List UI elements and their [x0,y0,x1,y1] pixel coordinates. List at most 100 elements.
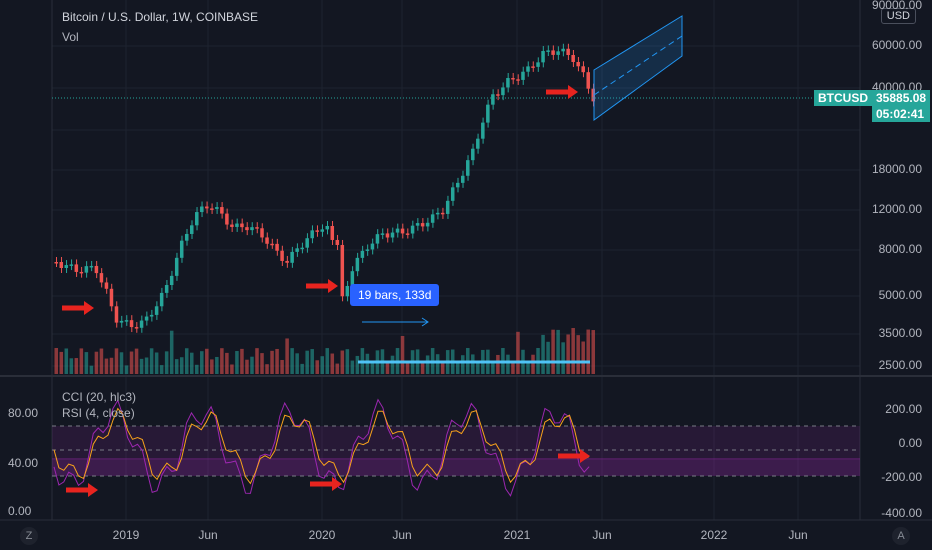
volume-legend[interactable]: Vol [62,30,79,44]
volume-bar [391,356,395,374]
volume-bar [526,362,530,374]
volume-bar [546,342,550,374]
volume-bar [406,363,410,374]
date-range-measure-label[interactable]: 19 bars, 133d [350,284,439,306]
volume-bar [225,353,229,374]
volume-bar [255,348,259,374]
price-tick: 12000.00 [872,202,922,216]
candle-body [561,49,565,52]
candle-body [436,213,440,215]
candle-body [135,327,139,329]
volume-bar [60,352,64,374]
volume-bar [471,354,475,374]
last-price-badge: 35885.08 [872,90,930,106]
candle-body [401,229,405,234]
volume-bar [326,348,330,374]
candle-body [110,289,114,307]
candle-body [145,317,149,321]
volume-bar [185,348,189,374]
candle-body [55,262,59,264]
volume-bar [426,355,430,374]
volume-bar [351,361,355,374]
volume-bar [591,330,595,374]
price-tick: 5000.00 [879,288,922,302]
candle-body [326,226,330,229]
volume-bar [491,362,495,374]
candle-body [416,223,420,226]
candle-body [476,139,480,149]
candle-body [511,78,515,80]
volume-bar [70,358,74,374]
volume-bar [65,348,69,374]
annotation-arrow-head [568,85,578,99]
candle-body [406,233,410,235]
time-tick: Jun [392,528,411,542]
annotation-arrow-head [84,301,94,315]
volume-bar [576,335,580,374]
volume-bar [581,342,585,374]
volume-bar [235,351,239,374]
volume-bar [366,354,370,374]
candle-body [60,262,64,268]
volume-bar [305,351,309,374]
candle-body [496,94,500,96]
volume-bar [461,355,465,374]
candle-body [300,248,304,250]
candle-body [280,251,284,261]
volume-bar [55,348,59,374]
price-tick: 90000.00 [872,0,922,12]
price-tick: 2500.00 [879,358,922,372]
volume-bar [75,358,79,374]
volume-bar [215,357,219,374]
auto-scale-right-button[interactable]: A [892,527,910,545]
cci-legend[interactable]: CCI (20, hlc3) [62,390,136,404]
candle-body [586,72,590,89]
candle-body [185,234,189,241]
candle-body [531,66,535,68]
volume-bar [165,351,169,374]
candle-body [551,50,555,54]
candle-body [130,320,134,327]
volume-bar [285,338,289,374]
candle-body [366,249,370,251]
volume-bar [220,348,224,374]
candle-body [155,306,159,315]
candle-body [80,272,84,274]
candle-body [466,160,470,176]
rsi-legend[interactable]: RSI (4, close) [62,406,135,420]
symbol-title[interactable]: Bitcoin / U.S. Dollar, 1W, COINBASE [62,10,258,24]
volume-bar [436,354,440,374]
candle-body [200,207,204,213]
candle-body [576,62,580,66]
candle-body [180,241,184,258]
volume-bar [180,357,184,374]
candle-body [165,285,169,293]
candle-body [70,264,74,266]
rsi-band [52,458,860,476]
candle-body [371,244,375,250]
candle-body [471,149,475,160]
volume-bar [320,356,324,374]
auto-scale-left-button[interactable]: Z [20,527,38,545]
candle-body [536,62,540,67]
candle-body [446,201,450,214]
time-tick: Jun [788,528,807,542]
candle-body [426,223,430,227]
volume-bar [145,357,149,374]
candle-body [431,214,435,222]
annotation-arrow-head [332,477,342,491]
rsi-tick: 40.00 [8,456,38,470]
volume-bar [310,349,314,374]
candle-body [396,229,400,233]
candle-body [336,240,340,245]
volume-bar [511,362,515,374]
time-tick: 2020 [309,528,336,542]
volume-bar [150,348,154,374]
volume-bar [441,363,445,374]
candle-body [255,227,259,229]
volume-bar [195,365,199,374]
volume-bar [120,352,124,374]
volume-bar [100,349,104,374]
